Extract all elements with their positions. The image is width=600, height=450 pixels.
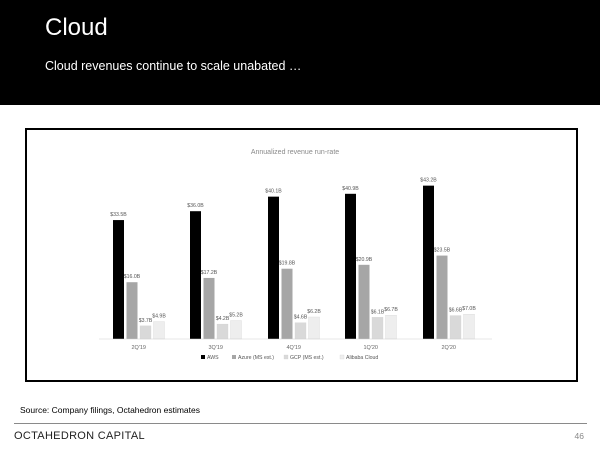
data-label: $6.7B — [384, 307, 398, 313]
bar-gcp-ms-est-4 — [449, 315, 462, 340]
chart-title: Annualized revenue run-rate — [251, 149, 339, 156]
x-tick-label: 2Q'19 — [131, 345, 146, 351]
x-tick-label: 2Q'20 — [441, 345, 456, 351]
bar-azure-ms-est-0 — [126, 282, 138, 339]
bar-aws-1 — [190, 211, 201, 339]
x-tick-label: 1Q'20 — [363, 345, 378, 351]
revenue-run-rate-chart: Annualized revenue run-rate $33.5B $16.0B… — [99, 149, 492, 361]
bar-aws-4 — [423, 185, 434, 339]
data-label: $4.9B — [152, 314, 166, 320]
slide-header: Cloud Cloud revenues continue to scale u… — [0, 0, 600, 105]
data-label: $4.6B — [294, 315, 308, 321]
legend-swatch — [201, 355, 205, 359]
data-label: $40.9B — [342, 186, 359, 192]
chart-legend: AWS Azure (MS est.) GCP (MS est.) Alibaba C… — [201, 354, 378, 361]
data-label: $7.0B — [462, 306, 476, 312]
bar-alibaba-cloud-2 — [308, 316, 320, 340]
legend-item-label: AWS — [207, 355, 219, 361]
data-label: $19.8B — [279, 261, 296, 267]
slide-subtitle: Cloud revenues continue to scale unabate… — [45, 59, 302, 73]
data-label: $6.6B — [449, 308, 463, 314]
data-label: $16.0B — [124, 274, 141, 280]
data-label: $4.2B — [216, 316, 230, 322]
brand-logo-text: OCTAHEDRON CAPITAL — [14, 430, 145, 442]
data-label: $36.0B — [187, 203, 204, 209]
page-number: 46 — [574, 431, 584, 441]
data-label: $20.9B — [356, 257, 373, 263]
bars-layer — [113, 185, 475, 340]
bar-aws-3 — [345, 193, 356, 339]
bar-azure-ms-est-3 — [358, 264, 370, 339]
data-label: $43.2B — [420, 178, 437, 184]
x-tick-labels: 2Q'19 3Q'19 4Q'19 1Q'20 2Q'20 — [131, 345, 456, 351]
data-label: $33.5B — [110, 212, 127, 218]
data-label: $6.1B — [371, 309, 385, 315]
bar-gcp-ms-est-2 — [294, 322, 307, 340]
bar-gcp-ms-est-1 — [216, 323, 229, 340]
bar-aws-2 — [268, 196, 279, 339]
legend-item-label: Azure (MS est.) — [238, 355, 274, 361]
source-note: Source: Company filings, Octahedron esti… — [20, 405, 201, 415]
bar-alibaba-cloud-4 — [463, 313, 475, 340]
legend-swatch — [283, 354, 289, 360]
x-tick-label: 4Q'19 — [286, 345, 301, 351]
legend-item-label: Alibaba Cloud — [346, 355, 378, 361]
legend-swatch — [232, 355, 236, 359]
data-label: $6.2B — [307, 309, 321, 315]
data-label: $5.2B — [229, 313, 243, 319]
x-tick-label: 3Q'19 — [208, 345, 223, 351]
data-label: $23.5B — [434, 248, 451, 254]
slide-title: Cloud — [45, 14, 108, 41]
data-labels-layer: $33.5B$16.0B$3.7B$4.9B$36.0B$17.2B$4.2B$… — [110, 178, 476, 324]
bar-gcp-ms-est-0 — [139, 325, 152, 340]
bar-gcp-ms-est-3 — [371, 317, 384, 340]
bar-azure-ms-est-1 — [203, 277, 215, 339]
data-label: $3.7B — [139, 318, 153, 324]
footer-divider — [14, 423, 587, 424]
bar-azure-ms-est-2 — [281, 268, 293, 339]
bar-azure-ms-est-4 — [436, 255, 448, 339]
chart-frame: Annualized revenue run-rate $33.5B $16.0B… — [25, 128, 578, 382]
data-label: $17.2B — [201, 270, 218, 276]
bar-alibaba-cloud-1 — [230, 320, 242, 340]
legend-item-label: GCP (MS est.) — [290, 355, 324, 361]
data-label: $40.1B — [265, 189, 282, 195]
bar-alibaba-cloud-3 — [385, 315, 397, 340]
bar-aws-0 — [113, 220, 124, 339]
legend-swatch — [339, 354, 345, 360]
bar-alibaba-cloud-0 — [153, 321, 165, 340]
